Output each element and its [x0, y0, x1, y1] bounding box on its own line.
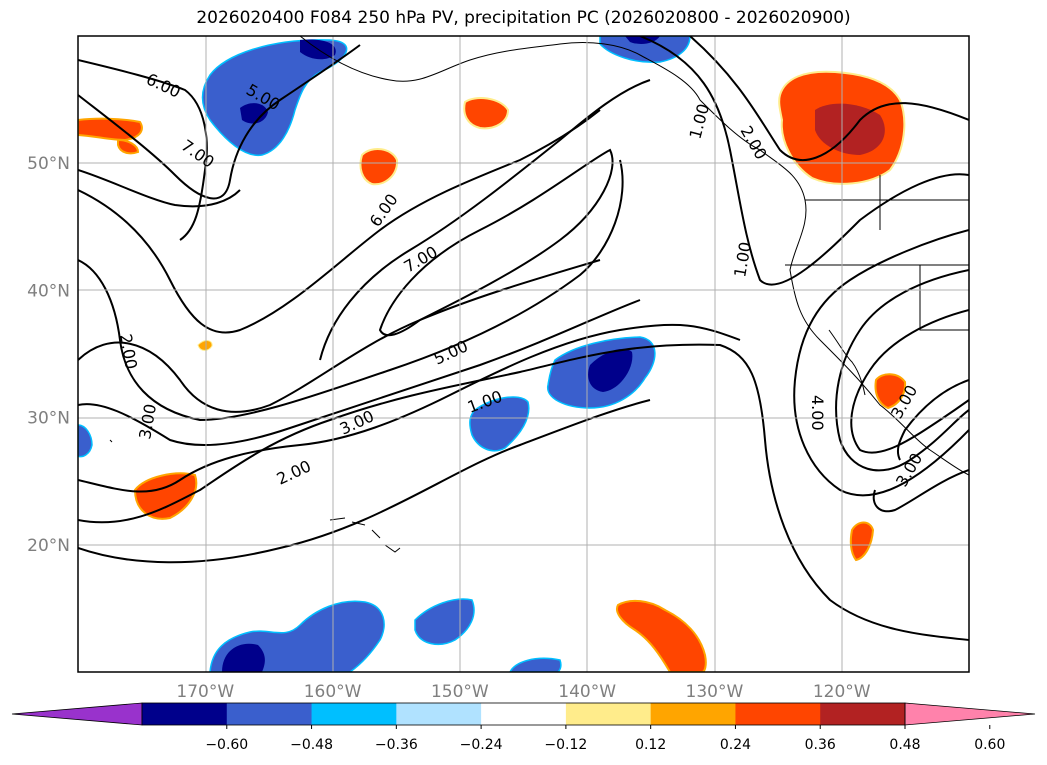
colorbar-tick-label: −0.60: [205, 737, 248, 753]
lat-tick-label: 40°N: [27, 281, 70, 301]
precip-negative-areas: [78, 36, 691, 672]
contour-label: 6.00: [143, 69, 183, 101]
precip-area-south-pacific: [616, 599, 707, 672]
contour-label: 3.00: [892, 450, 926, 490]
longitude-labels: 170°W 160°W 150°W 140°W 130°W 120°W: [176, 682, 870, 702]
precip-area-ne-pacific: [599, 36, 691, 64]
precip-area-west-edge: [78, 424, 93, 458]
lon-tick-label: 130°W: [686, 682, 744, 702]
precip-area-baja: [874, 373, 907, 410]
colorbar-tick-label: 0.36: [805, 737, 836, 753]
contour-label: 2.00: [274, 456, 314, 488]
colorbar-segment: [650, 703, 736, 725]
gridlines: [78, 36, 969, 672]
precip-area-west-south: [133, 472, 198, 520]
precip-core-gulf-of-alaska: [240, 39, 336, 124]
lon-tick-label: 150°W: [431, 682, 489, 702]
pv-contours: [78, 36, 969, 641]
colorbar-segment: [481, 703, 567, 725]
colorbar-frame: [141, 702, 906, 726]
lat-tick-label: 20°N: [27, 536, 70, 556]
precip-area-subtropics: [469, 396, 530, 452]
colorbar-segment: [820, 703, 906, 725]
precip-core-south-west: [222, 643, 265, 672]
map-frame: [77, 35, 970, 673]
colorbar-segment: [565, 703, 652, 725]
contour-label: 2.00: [116, 332, 141, 370]
precip-area-south-central: [414, 598, 475, 646]
colorbar-tick-label: −0.36: [375, 737, 418, 753]
contour-label: 4.00: [808, 395, 827, 431]
map-title: 2026020400 F084 250 hPa PV, precipitatio…: [196, 8, 851, 28]
precip-area-west-north: [78, 117, 143, 155]
precip-core-pacific-northwest: [815, 103, 885, 155]
lat-tick-label: 50°N: [27, 154, 70, 174]
colorbar-tick-label: −0.12: [544, 737, 587, 753]
colorbar: −0.60 −0.48 −0.36 −0.24 −0.12 0.12 0.24 0.36 0.4…: [11, 702, 1036, 753]
colorbar-segment: [311, 703, 397, 725]
colorbar-extend-max: [904, 702, 1036, 726]
lon-tick-label: 120°W: [813, 682, 871, 702]
precip-area-mexico-west: [849, 521, 875, 562]
contour-label: 5.00: [431, 336, 471, 368]
colorbar-tick-label: −0.48: [290, 737, 333, 753]
contour-label: 6.00: [366, 190, 402, 230]
colorbar-segment: [226, 703, 313, 725]
lon-tick-label: 160°W: [304, 682, 362, 702]
lat-tick-label: 30°N: [27, 409, 70, 429]
precip-area-small-north-2: [359, 148, 399, 186]
colorbar-tick-label: 0.48: [889, 737, 920, 753]
colorbar-segment: [142, 703, 228, 725]
latitude-labels: 20°N 30°N 40°N 50°N: [27, 154, 70, 556]
precip-area-south-east: [509, 657, 562, 672]
precip-core-central-pacific: [588, 348, 633, 392]
lon-tick-label: 140°W: [558, 682, 616, 702]
contour-label: 1.00: [686, 102, 714, 141]
precip-area-tiny-west: [197, 340, 213, 351]
contour-label: 7.00: [178, 136, 218, 172]
colorbar-segment: [735, 703, 821, 725]
lon-tick-label: 170°W: [176, 682, 234, 702]
colorbar-tick-label: 0.24: [720, 737, 751, 753]
contour-label: 1.00: [730, 240, 755, 278]
colorbar-tick-label: 0.60: [974, 737, 1005, 753]
colorbar-tick-label: 0.12: [635, 737, 666, 753]
contour-label: 3.00: [135, 402, 160, 440]
colorbar-segment: [396, 703, 482, 725]
colorbar-extend-min: [11, 702, 143, 726]
precip-area-small-north-1: [463, 97, 510, 130]
colorbar-tick-label: −0.24: [460, 737, 503, 753]
